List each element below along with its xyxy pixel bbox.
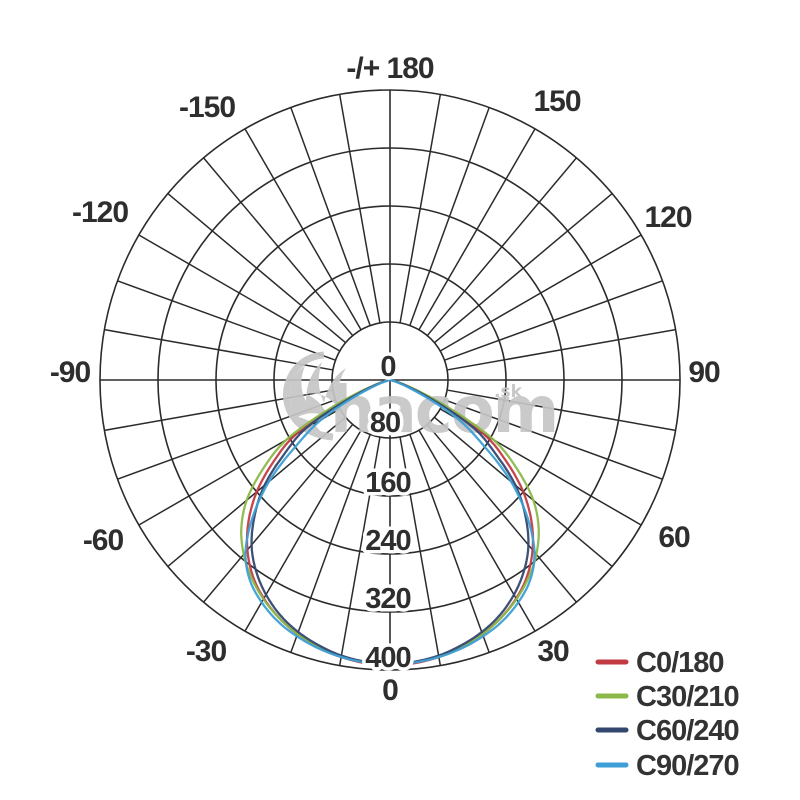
angle-label-60: 60 [658, 521, 690, 554]
angle-label-30: 30 [537, 635, 569, 668]
grid-spoke-230 [167, 193, 347, 344]
radial-label-0: 0 [380, 351, 395, 383]
grid-spoke-320 [203, 423, 354, 603]
legend-label-C0-180: C0/180 [636, 647, 724, 679]
grid-spoke-260 [104, 328, 334, 371]
angle-label-180: -/+ 180 [346, 52, 434, 85]
watermark-text: hacom [330, 374, 557, 448]
intensity-curves [240, 378, 540, 667]
grid-spoke-170 [399, 94, 442, 324]
radial-label-80: 80 [370, 407, 400, 439]
grid-spoke-70 [444, 399, 663, 480]
angle-label-0: 0 [382, 674, 398, 707]
radial-label-400: 400 [365, 642, 410, 674]
grid-spoke-190 [338, 94, 381, 324]
grid-spoke-140 [426, 157, 577, 337]
curve-C90-270 [244, 378, 536, 667]
angle-label-90: 90 [688, 356, 720, 389]
grid-spoke-340 [290, 434, 371, 653]
grid-spoke-350 [338, 436, 381, 666]
grid-spoke-240 [138, 234, 341, 352]
grid-spoke-20 [409, 434, 490, 653]
grid-spoke-120 [439, 234, 642, 352]
angle-label--120: -120 [72, 196, 128, 229]
radial-labels: 0 80 160 240 320 400 [362, 348, 415, 678]
grid-spoke-150 [418, 128, 536, 331]
grid-spoke-40 [426, 423, 577, 603]
grid-spoke-210 [244, 128, 362, 331]
angle-labels: -/+ 180 150 120 90 60 30 0 -30 -60 -90 -… [50, 52, 721, 707]
angle-label--150: -150 [179, 91, 235, 124]
grid-spoke-160 [409, 107, 490, 326]
grid-spoke-80 [446, 389, 676, 432]
grid-spoke-250 [117, 280, 336, 361]
grid-spoke-10 [399, 436, 442, 666]
grid-spoke-130 [433, 193, 613, 344]
angle-label--90: -90 [50, 356, 91, 389]
grid-spoke-200 [290, 107, 371, 326]
legend-label-C90-270: C90/270 [636, 750, 739, 782]
legend-label-C30-210: C30/210 [636, 681, 739, 713]
angle-label--60: -60 [83, 524, 124, 557]
angle-label--30: -30 [186, 635, 227, 668]
grid-spoke-110 [444, 280, 663, 361]
grid-spoke-220 [203, 157, 354, 337]
grid-spoke-330 [244, 429, 362, 632]
grid-spoke-30 [418, 429, 536, 632]
legend: C0/180 C30/210 C60/240 C90/270 [595, 647, 740, 782]
angle-label-150: 150 [533, 85, 580, 118]
radial-label-320: 320 [365, 583, 410, 615]
grid-spoke-100 [446, 328, 676, 371]
watermark-suffix: .sk [494, 382, 523, 402]
watermark: hacom .sk [282, 351, 559, 448]
radial-label-160: 160 [365, 467, 410, 499]
angle-label-120: 120 [644, 201, 691, 234]
radial-label-240: 240 [365, 525, 410, 557]
legend-label-C60-240: C60/240 [636, 715, 739, 747]
